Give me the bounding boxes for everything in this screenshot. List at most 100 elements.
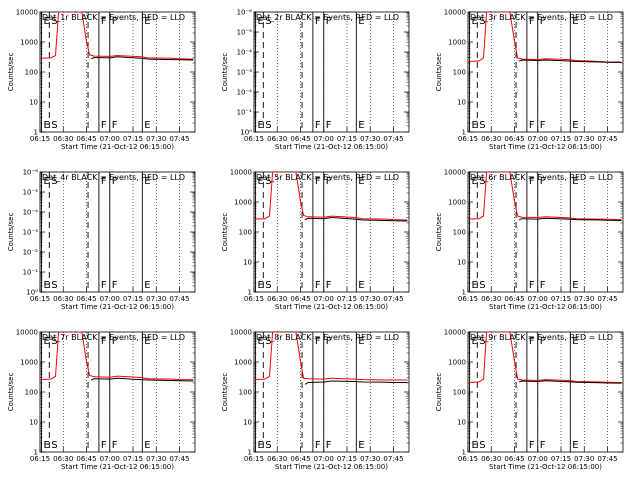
x-tick-label: 06:30: [267, 295, 287, 303]
event-marker-label-bottom: E: [358, 440, 364, 451]
chart-title: Det_3r BLACK = Events, RED = LLD: [470, 13, 613, 22]
y-tick-label: 10⁻⁶: [237, 9, 253, 17]
y-tick-label: 1: [34, 449, 38, 457]
series-line-lld: [468, 172, 622, 221]
x-tick-label: 06:30: [481, 455, 501, 463]
y-tick-label: 10: [457, 99, 466, 107]
event-marker-label: F: [101, 336, 107, 347]
y-tick-label: 10: [243, 259, 252, 267]
x-tick-label: 07:45: [597, 295, 617, 303]
y-tick-label: 10: [457, 419, 466, 427]
event-marker-label: F: [326, 16, 332, 27]
y-tick-label: 1: [34, 129, 38, 137]
x-tick-label: 07:45: [169, 135, 189, 143]
x-tick-label: 06:45: [290, 295, 310, 303]
event-marker-label: F: [529, 336, 535, 347]
y-tick-label: 10000: [444, 329, 466, 337]
y-tick-label: 10⁻⁵: [237, 29, 253, 37]
x-axis-label: Start Time (21-Oct-12 06:15:00): [489, 303, 602, 311]
x-tick-label: 06:45: [76, 295, 96, 303]
event-marker-label: F: [540, 16, 546, 27]
event-marker-label: E: [572, 176, 578, 187]
x-tick-label: 07:15: [123, 135, 143, 143]
event-marker-label: E: [144, 336, 150, 347]
y-axis-label: Counts/sec: [435, 213, 443, 252]
chart-panel-4: 10⁰ 10⁻¹ 10⁻² 10⁻³ 10⁻⁴ 10⁻⁵ 10⁻⁶ 06:15 06:30 06:…: [7, 169, 196, 311]
event-marker-label-bottom: F: [315, 440, 321, 451]
y-tick-label: 10⁻²: [23, 249, 39, 257]
chart-title: Det_9r BLACK = Events, RED = LLD: [470, 333, 613, 342]
series-line-events: [91, 377, 194, 382]
x-tick-label: 07:45: [169, 455, 189, 463]
x-tick-label: 06:30: [53, 135, 73, 143]
event-marker-label-bottom: F: [529, 120, 535, 131]
series-line-events: [518, 59, 622, 63]
series-line-events: [304, 216, 408, 222]
event-marker-label: S: [51, 16, 57, 27]
y-tick-label: 10000: [230, 169, 252, 177]
x-tick-label: 07:00: [100, 455, 120, 463]
chart-panel-8: 1 10 100 1000 10000 06:15 06:30 06:45 07:00 07:15…: [221, 329, 410, 471]
y-tick-label: 1: [248, 289, 252, 297]
x-tick-label: 07:00: [314, 455, 334, 463]
event-marker-label-bottom: F: [529, 440, 535, 451]
event-marker-label: F: [326, 336, 332, 347]
chart-title: Det_2r BLACK = Events, RED = LLD: [256, 13, 399, 22]
y-tick-label: 100: [453, 389, 466, 397]
chart-title: Det_7r BLACK = Events, RED = LLD: [42, 333, 185, 342]
chart-panel-7: 1 10 100 1000 10000 06:15 06:30 06:45 07:00 07:15…: [7, 329, 196, 471]
x-axis-label: Start Time (21-Oct-12 06:15:00): [489, 463, 602, 471]
event-marker-label: E: [358, 176, 364, 187]
event-marker-label: F: [101, 176, 107, 187]
y-tick-label: 1: [462, 449, 466, 457]
x-axis-label: Start Time (21-Oct-12 06:15:00): [275, 143, 388, 151]
y-axis-label: Counts/sec: [7, 213, 15, 252]
event-marker-label: F: [540, 336, 546, 347]
event-marker-label-bottom: F: [540, 440, 546, 451]
event-marker-label: F: [112, 336, 118, 347]
y-tick-label: 100: [25, 389, 38, 397]
y-tick-label: 10000: [16, 329, 38, 337]
event-marker-label: S: [265, 176, 271, 187]
event-marker-label-bottom: F: [112, 280, 118, 291]
event-marker-label: S: [479, 336, 485, 347]
x-tick-label: 06:30: [267, 455, 287, 463]
x-tick-label: 06:45: [76, 455, 96, 463]
x-tick-label: 07:15: [123, 455, 143, 463]
y-tick-label: 1: [248, 449, 252, 457]
series-line-lld: [254, 172, 408, 221]
x-tick-label: 06:30: [53, 455, 73, 463]
event-marker-label-bottom: E: [44, 440, 50, 451]
event-marker-label: E: [472, 336, 478, 347]
x-tick-label: 07:30: [360, 295, 380, 303]
event-marker-label-bottom: E: [258, 440, 264, 451]
x-tick-label: 06:15: [458, 455, 478, 463]
event-marker-label-bottom: E: [144, 440, 150, 451]
event-marker-label-bottom: E: [472, 440, 478, 451]
event-marker-label: F: [315, 16, 321, 27]
series-line-lld: [40, 332, 194, 381]
x-tick-label: 07:00: [314, 295, 334, 303]
x-tick-label: 06:30: [481, 135, 501, 143]
series-line-lld: [40, 12, 194, 60]
y-tick-label: 10⁻⁴: [23, 209, 39, 217]
event-marker-label: F: [326, 176, 332, 187]
chart-title: Det_4r BLACK = Events, RED = LLD: [42, 173, 185, 182]
y-tick-label: 1000: [20, 39, 38, 47]
y-tick-label: 10⁻¹: [23, 269, 39, 277]
event-marker-label-bottom: E: [258, 280, 264, 291]
x-tick-label: 07:45: [383, 135, 403, 143]
event-marker-label-bottom: F: [326, 280, 332, 291]
event-marker-label-bottom: E: [44, 280, 50, 291]
x-tick-label: 07:30: [574, 135, 594, 143]
chart-panel-2: 10⁰ 10⁻¹ 10⁻² 10⁻³ 10⁻⁴ 10⁻⁵ 10⁻⁶ 06:15 06:30 06:…: [221, 9, 410, 151]
y-tick-label: 1000: [448, 359, 466, 367]
y-tick-label: 1000: [20, 359, 38, 367]
x-tick-label: 06:15: [458, 295, 478, 303]
event-marker-label: E: [144, 16, 150, 27]
event-marker-label-bottom: F: [112, 440, 118, 451]
event-marker-label-bottom: S: [479, 280, 485, 291]
event-marker-label-bottom: E: [258, 120, 264, 131]
event-marker-label-bottom: S: [51, 120, 57, 131]
